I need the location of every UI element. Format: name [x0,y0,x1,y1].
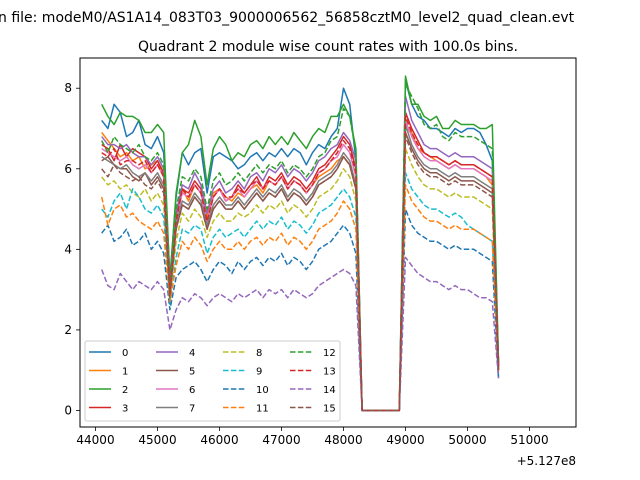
plot-frame [79,57,577,428]
legend-frame [84,340,341,422]
x-tick-label: 47000 [262,433,300,447]
legend-label-9: 9 [256,367,262,378]
y-tick-label: 4 [64,242,72,256]
series-line-10 [101,208,500,412]
legend-label-15: 15 [323,404,336,415]
y-tick-label: 8 [64,81,72,95]
series-line-15 [101,135,500,412]
legend-label-1: 1 [122,367,128,378]
legend-label-2: 2 [122,385,128,396]
x-tick-label: 45000 [138,433,176,447]
legend-label-11: 11 [256,404,269,415]
x-tick-label: 50000 [448,433,486,447]
legend-label-8: 8 [256,348,262,359]
chart-title: Quadrant 2 module wise count rates with … [138,39,518,55]
plot-lines [100,75,500,412]
series-line-14 [101,256,500,412]
x-offset-label: +5.127e8 [517,454,576,468]
legend-label-12: 12 [323,348,336,359]
legend-label-0: 0 [122,348,128,359]
y-tick-label: 0 [64,403,72,417]
legend-label-10: 10 [256,385,269,396]
legend-label-6: 6 [189,385,195,396]
x-tick-label: 49000 [386,433,424,447]
x-tick-label: 51000 [510,433,548,447]
legend-label-7: 7 [189,404,195,415]
series-line-8 [101,147,500,412]
x-axis: 44000 45000 46000 47000 48000 49000 50000 51000 [76,427,549,447]
figure-suptitle: n file: modeM0/AS1A14_083T03_9000006562_… [0,10,575,26]
series-line-12 [101,83,500,412]
series-line-11 [100,184,500,412]
x-tick-label: 46000 [200,433,238,447]
legend-label-4: 4 [189,348,195,359]
x-tick-label: 44000 [76,433,114,447]
legend-label-5: 5 [189,367,195,378]
series-line-2 [101,75,500,412]
y-tick-label: 6 [64,162,72,176]
legend-label-3: 3 [122,404,128,415]
x-tick-label: 48000 [324,433,362,447]
y-tick-label: 2 [64,323,72,337]
legend-label-14: 14 [323,385,336,396]
legend-label-13: 13 [323,367,336,378]
y-axis: 0 2 4 6 8 [64,81,80,417]
